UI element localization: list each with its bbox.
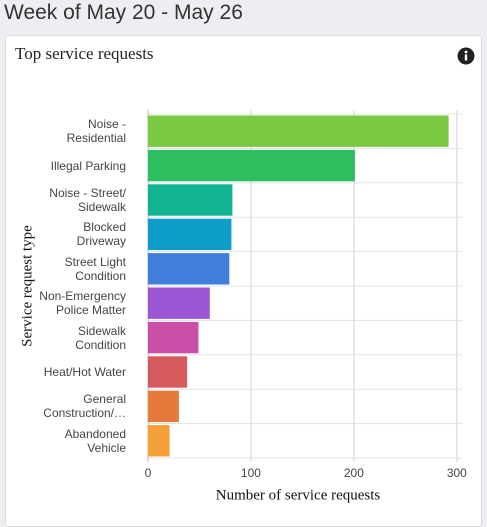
x-tick-label: 100 xyxy=(241,466,261,480)
bar xyxy=(148,253,230,285)
bar xyxy=(148,115,449,147)
card-title: Top service requests xyxy=(15,44,154,63)
y-tick-label: Blocked Driveway xyxy=(76,220,126,249)
bar xyxy=(148,149,355,182)
bar xyxy=(148,321,199,354)
bar xyxy=(148,287,210,319)
bar xyxy=(148,218,232,251)
y-tick-label: Heat/Hot Water xyxy=(43,365,126,379)
bar xyxy=(148,184,233,216)
x-tick-label: 200 xyxy=(344,466,364,480)
bar xyxy=(148,425,170,457)
y-tick-label: Noise - Residential xyxy=(66,117,126,146)
bar xyxy=(148,356,188,388)
x-tick-label: 0 xyxy=(145,466,152,480)
y-tick-label: General Construction/… xyxy=(43,392,126,421)
y-tick-label: Abandoned Vehicle xyxy=(64,426,126,455)
info-icon[interactable] xyxy=(457,47,475,65)
bar xyxy=(148,390,179,423)
y-tick-label: Street Light Condition xyxy=(64,254,126,283)
y-axis-title: Service request type xyxy=(19,225,36,347)
y-tick-label: Non-Emergency Police Matter xyxy=(39,289,126,318)
header-title: Week of May 20 - May 26 xyxy=(4,1,243,24)
y-tick-label: Sidewalk Condition xyxy=(75,323,126,352)
y-tick-label: Illegal Parking xyxy=(50,158,126,173)
x-tick-label: 300 xyxy=(447,466,467,480)
x-axis-title: Number of service requests xyxy=(215,487,381,504)
y-tick-label: Noise - Street/ Sidewalk xyxy=(49,186,126,214)
